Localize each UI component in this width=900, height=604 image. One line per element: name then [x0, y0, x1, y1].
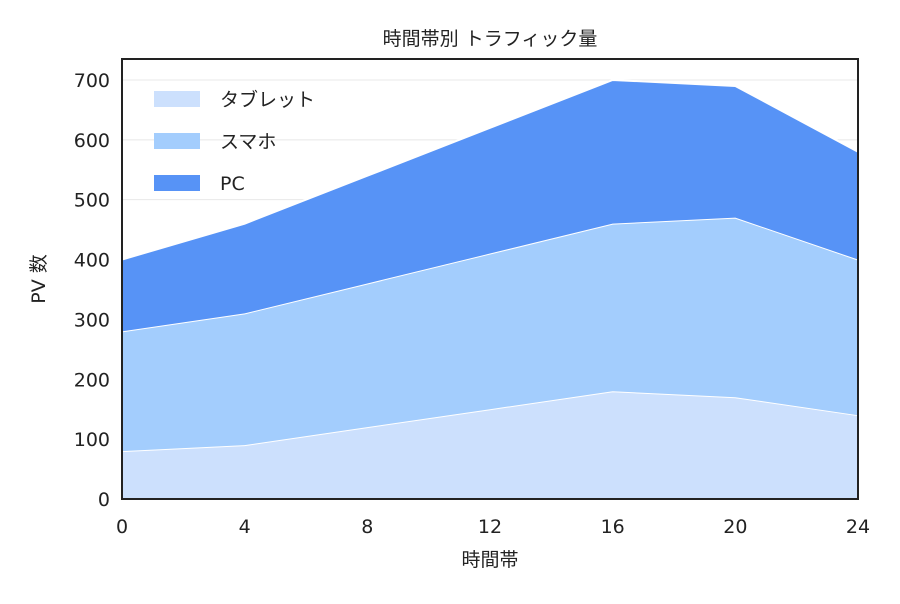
- y-tick-label: 500: [74, 190, 110, 212]
- x-axis-label: 時間帯: [461, 549, 518, 571]
- legend-swatch: [154, 175, 200, 191]
- x-tick-label: 16: [601, 516, 625, 538]
- x-tick-label: 8: [361, 516, 373, 538]
- chart-title: 時間帯別 トラフィック量: [383, 28, 598, 50]
- plot-frame: [121, 58, 859, 500]
- legend-label: PC: [220, 173, 245, 195]
- x-tick-label: 24: [846, 516, 870, 538]
- y-tick-label: 700: [74, 70, 110, 92]
- y-tick-label: 600: [74, 130, 110, 152]
- legend-label: スマホ: [220, 131, 276, 153]
- area-0: [122, 391, 858, 499]
- legend-swatch: [154, 91, 200, 107]
- x-tick-label: 0: [116, 516, 128, 538]
- y-tick-label: 0: [98, 489, 110, 511]
- x-tick-label: 12: [478, 516, 502, 538]
- y-tick-label: 300: [74, 309, 110, 331]
- y-tick-label: 400: [74, 250, 110, 272]
- y-axis-label: PV 数: [28, 254, 50, 304]
- x-tick-label: 4: [239, 516, 251, 538]
- x-tick-label: 20: [723, 516, 747, 538]
- y-tick-label: 200: [74, 369, 110, 391]
- legend-label: タブレット: [220, 88, 315, 111]
- area-1: [122, 217, 858, 452]
- area-2: [122, 79, 858, 332]
- area-edge-2: [121, 78, 859, 261]
- y-tick-label: 100: [74, 429, 110, 451]
- legend-swatch: [154, 133, 200, 149]
